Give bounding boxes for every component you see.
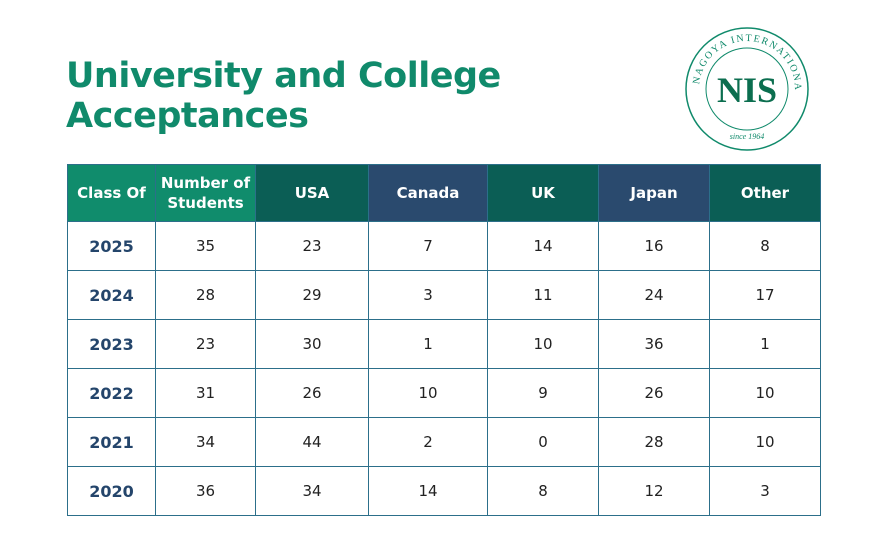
count-cell: 16 [598, 221, 710, 271]
count-cell: 3 [709, 466, 821, 516]
count-cell: 30 [255, 319, 369, 369]
year-cell: 2022 [67, 368, 156, 418]
count-cell: 12 [598, 466, 710, 516]
count-cell: 10 [709, 368, 821, 418]
count-cell: 14 [368, 466, 488, 516]
year-cell: 2025 [67, 221, 156, 271]
count-cell: 11 [487, 270, 599, 320]
table-row: 2022 31 26 10 9 26 10 [67, 368, 821, 418]
count-cell: 36 [598, 319, 710, 369]
count-cell: 0 [487, 417, 599, 467]
count-cell: 36 [155, 466, 256, 516]
count-cell: 44 [255, 417, 369, 467]
count-cell: 17 [709, 270, 821, 320]
column-header: Canada [368, 164, 488, 222]
count-cell: 7 [368, 221, 488, 271]
count-cell: 23 [155, 319, 256, 369]
header-row: Class Of Number of Students USA Canada UK Jap… [67, 164, 821, 222]
column-header: Number of Students [155, 164, 256, 222]
title: University and College Acceptances [66, 56, 501, 136]
title-line: University and College [66, 56, 501, 96]
table-row: 2021 34 44 2 0 28 10 [67, 417, 821, 467]
count-cell: 14 [487, 221, 599, 271]
count-cell: 26 [598, 368, 710, 418]
column-header: UK [487, 164, 599, 222]
count-cell: 34 [255, 466, 369, 516]
column-header: Japan [598, 164, 710, 222]
count-cell: 26 [255, 368, 369, 418]
count-cell: 1 [368, 319, 488, 369]
count-cell: 28 [155, 270, 256, 320]
count-cell: 1 [709, 319, 821, 369]
column-header: Other [709, 164, 821, 222]
count-cell: 10 [368, 368, 488, 418]
table-body: 2025 35 23 7 14 16 8 2024 28 29 3 11 24 17 2023 23 30 1 10… [67, 221, 821, 516]
table-row: 2023 23 30 1 10 36 1 [67, 319, 821, 369]
count-cell: 35 [155, 221, 256, 271]
year-cell: 2021 [67, 417, 156, 467]
year-cell: 2024 [67, 270, 156, 320]
column-header: Class Of [67, 164, 156, 222]
count-cell: 28 [598, 417, 710, 467]
column-header: USA [255, 164, 369, 222]
table-row: 2020 36 34 14 8 12 3 [67, 466, 821, 516]
logo-since: since 1964 [730, 132, 764, 141]
logo-ring [685, 27, 809, 151]
count-cell: 8 [487, 466, 599, 516]
count-cell: 10 [709, 417, 821, 467]
year-cell: 2020 [67, 466, 156, 516]
logo-initials: NIS [717, 70, 777, 110]
logo: NAGOYA INTERNATIONAL SCHOOL NIS since 19… [684, 26, 809, 151]
year-cell: 2023 [67, 319, 156, 369]
table-row: 2025 35 23 7 14 16 8 [67, 221, 821, 271]
count-cell: 9 [487, 368, 599, 418]
logo-ring [705, 47, 789, 131]
count-cell: 24 [598, 270, 710, 320]
table-row: 2024 28 29 3 11 24 17 [67, 270, 821, 320]
title-line: Acceptances [66, 96, 309, 136]
count-cell: 31 [155, 368, 256, 418]
count-cell: 2 [368, 417, 488, 467]
count-cell: 8 [709, 221, 821, 271]
count-cell: 3 [368, 270, 488, 320]
count-cell: 34 [155, 417, 256, 467]
acceptance-table: Class Of Number of Students USA Canada UK Jap… [67, 164, 821, 516]
count-cell: 29 [255, 270, 369, 320]
count-cell: 23 [255, 221, 369, 271]
count-cell: 10 [487, 319, 599, 369]
